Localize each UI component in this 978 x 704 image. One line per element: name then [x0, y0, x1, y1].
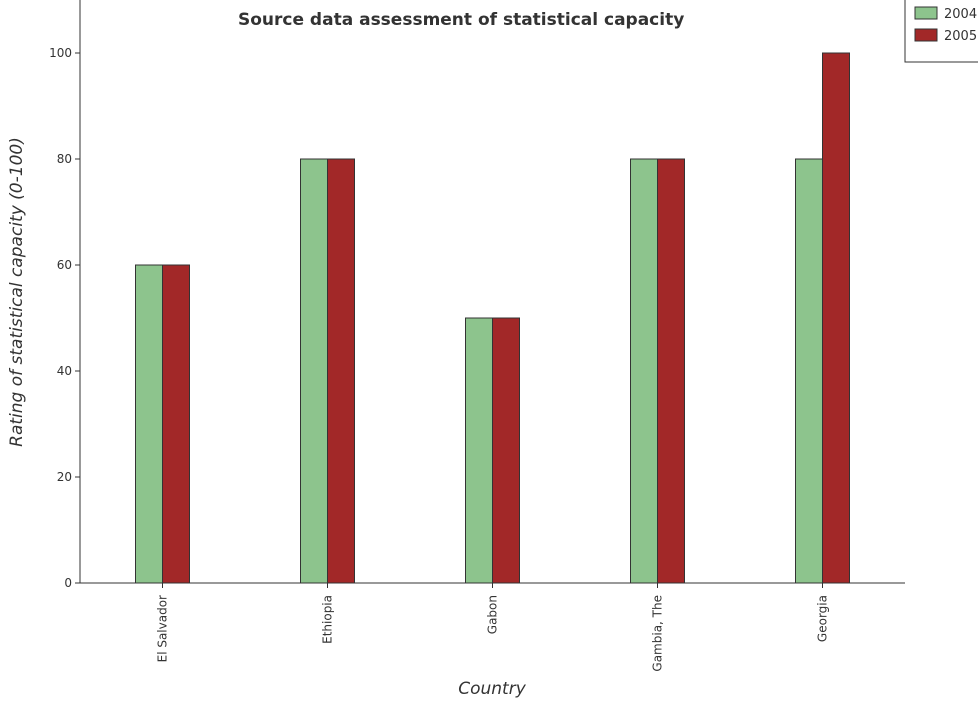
- bar-2005-gambia-the: [657, 158, 685, 584]
- y-tick-label: 20: [57, 470, 72, 484]
- legend: 2004 2005: [904, 0, 978, 63]
- bar-2005-georgia: [822, 52, 850, 584]
- bar-2004-gabon: [465, 317, 493, 584]
- chart-title: Source data assessment of statistical ca…: [238, 10, 684, 30]
- bar-2005-el-salvador: [162, 264, 190, 584]
- x-tick-label: Georgia: [816, 595, 830, 642]
- y-tick-label: 0: [64, 576, 72, 590]
- bar-2004-ethiopia: [300, 158, 328, 584]
- legend-swatch-2004: [914, 6, 938, 20]
- x-axis-label: Country: [458, 679, 526, 699]
- bars: [135, 52, 850, 584]
- x-tick-label: Ethiopia: [321, 595, 335, 644]
- y-ticks: 0 20 40 60 80 100: [49, 46, 80, 590]
- x-tick-label: Gabon: [486, 595, 500, 634]
- legend-label-2004: 2004: [944, 7, 977, 22]
- bar-2004-el-salvador: [135, 264, 163, 584]
- x-ticks: El Salvador Ethiopia Gabon Gambia, The Georg…: [156, 583, 830, 672]
- legend-label-2005: 2005: [944, 29, 977, 44]
- y-tick-label: 60: [57, 258, 72, 272]
- bar-2005-gabon: [492, 317, 520, 584]
- legend-swatch-2005: [914, 28, 938, 42]
- y-tick-label: 80: [57, 152, 72, 166]
- x-tick-label: El Salvador: [156, 595, 170, 662]
- bar-2005-ethiopia: [327, 158, 355, 584]
- y-tick-label: 100: [49, 46, 72, 60]
- y-axis-label: Rating of statistical capacity (0-100): [7, 137, 27, 447]
- y-tick-label: 40: [57, 364, 72, 378]
- x-tick-label: Gambia, The: [651, 595, 665, 672]
- bar-2004-gambia-the: [630, 158, 658, 584]
- bar-2004-georgia: [795, 158, 823, 584]
